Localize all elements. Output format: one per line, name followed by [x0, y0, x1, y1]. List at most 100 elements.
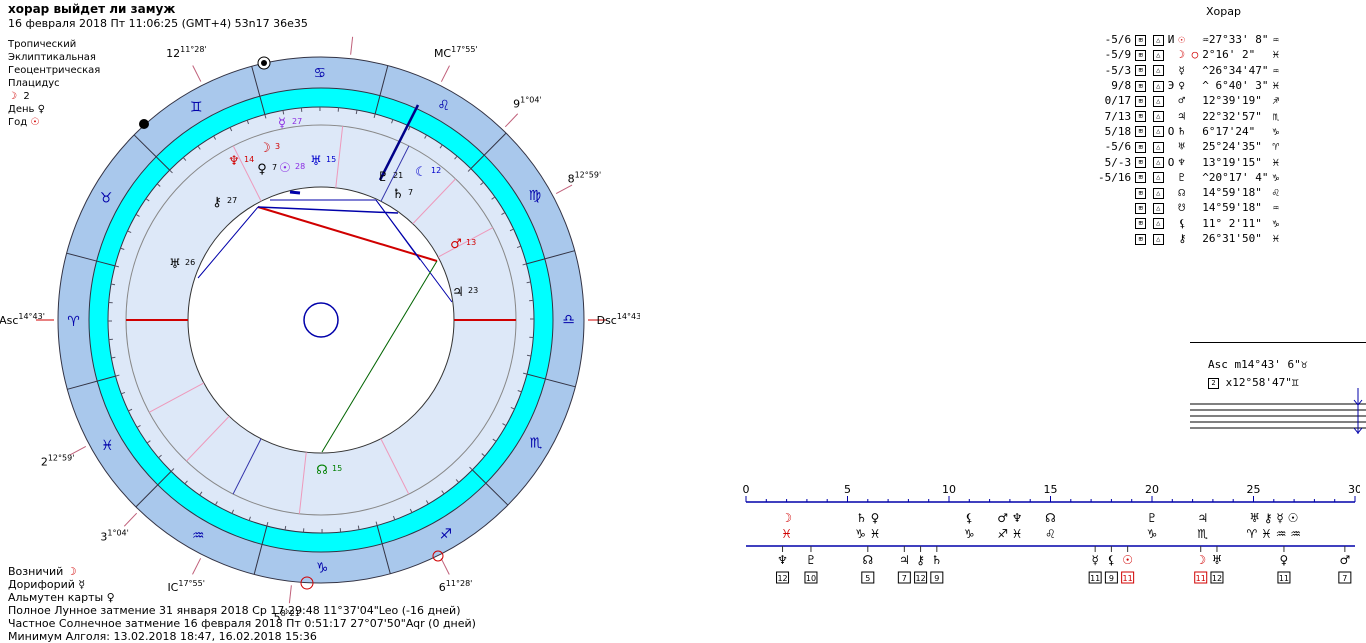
- sign-boundary: [485, 482, 509, 506]
- timeline-tick-label: 5: [844, 483, 851, 496]
- degree-tick: [136, 424, 141, 428]
- sign-boundary: [483, 132, 507, 156]
- timeline-planet: ☿: [1091, 553, 1098, 567]
- sign-glyph: ♒: [1272, 33, 1280, 47]
- aspect-mark: [1166, 185, 1177, 200]
- house-cusp: [412, 178, 456, 225]
- planet-degree: 26: [185, 258, 195, 267]
- sign-boundary: [133, 134, 157, 158]
- cusp-extension: [123, 512, 138, 527]
- house-box: [1338, 571, 1352, 584]
- cusp-name: Dsc: [597, 314, 617, 327]
- aspect-mark: [1166, 216, 1177, 231]
- day-label: День: [8, 104, 35, 115]
- aspect-row: 9/8 ⊞ △ Э ♀ ^ 6°40' 3" ♓: [1096, 78, 1281, 93]
- sign-boundary-inner: [471, 469, 487, 484]
- cusp-extension: [555, 184, 573, 195]
- sign-boundary-inner: [155, 156, 171, 171]
- chart-subtitle: 16 февраля 2018 Пт 11:06:25 (GMT+4) 53n1…: [8, 17, 308, 30]
- planet-glyph: ♅: [310, 154, 322, 169]
- planet-glyph: ♆: [1178, 155, 1185, 169]
- house-box: [776, 571, 790, 584]
- planet-glyph: ☿: [1178, 63, 1185, 77]
- sign-glyph: ♏: [1272, 109, 1280, 123]
- house-number: 7: [902, 574, 907, 583]
- house-box: [897, 571, 911, 584]
- planet-glyph: ♀: [1178, 79, 1185, 93]
- degree-tick: [231, 509, 235, 514]
- aspect-ratio: -5/6: [1104, 140, 1132, 154]
- house-number: 11: [1279, 574, 1289, 583]
- venus-icon: ♀: [106, 591, 115, 604]
- timeline-planet: ⚸: [965, 511, 974, 525]
- aspect-boxes: ⊞ △: [1133, 32, 1166, 47]
- planet-position: 13°19'15": [1202, 155, 1262, 169]
- planet-degree: 27: [292, 117, 302, 126]
- sign-boundary: [135, 484, 159, 508]
- timeline-planet: ♇: [806, 553, 817, 567]
- cusp-degree: 12°59': [575, 170, 602, 179]
- cusp-extension: [288, 585, 292, 604]
- aspect-boxes: ⊞ △: [1133, 47, 1166, 62]
- aspect-row: -5/16 ⊞ △ ♇ ^20°17' 4" ♑: [1096, 170, 1281, 185]
- mc-value: x12°58'47"♊: [1225, 376, 1299, 389]
- planet-position: 25°24'35": [1202, 140, 1262, 154]
- degree-tick: [170, 468, 175, 472]
- degree-tick: [407, 126, 411, 131]
- timeline-sign: ♑: [1147, 527, 1158, 541]
- cusp-name: 3: [100, 530, 107, 543]
- sign-glyph: ♒: [1272, 201, 1280, 215]
- planet-degree: 14: [244, 155, 254, 164]
- cusp-label-5: 58°21': [274, 609, 302, 620]
- degree-tick: [146, 440, 151, 444]
- planet-position: 14°59'18": [1202, 201, 1262, 215]
- house-box: [861, 571, 875, 584]
- degree-tick: [264, 114, 267, 119]
- cusp-extension: [192, 558, 202, 575]
- planet-position: 12°39'19": [1202, 94, 1262, 108]
- degree-tick: [214, 501, 218, 506]
- timeline-planet: ♀: [1280, 553, 1289, 567]
- degree-tick: [248, 516, 251, 521]
- planet-degree: 15: [326, 155, 336, 164]
- timeline-tick-label: 30: [1348, 483, 1360, 496]
- timeline-planet: ♅: [1212, 553, 1223, 567]
- degree-tick: [156, 183, 161, 187]
- aspect-row: -5/6 ⊞ △ ♅ 25°24'35" ♈: [1096, 139, 1281, 154]
- degree-tick: [523, 372, 528, 375]
- planet-position: ^ 6°40' 3": [1202, 79, 1269, 93]
- cusp-degree: 11°28': [180, 45, 207, 54]
- aspect-line: [321, 260, 438, 453]
- footer-almuten: Альмутен карты ♀: [8, 591, 476, 604]
- center-system: Геоцентрическая: [8, 65, 101, 76]
- degree-tick: [467, 168, 472, 172]
- degree-tick: [439, 144, 443, 149]
- aspect-boxes: ⊞ △: [1133, 93, 1166, 108]
- degree-tick: [517, 390, 522, 393]
- house-number: 11: [1196, 574, 1206, 583]
- sign-glyph: ♑: [1272, 124, 1280, 138]
- planet-glyph: ♃: [452, 285, 464, 300]
- cusp-label-Dsc: Dsc14°43': [597, 312, 640, 327]
- planet-degree: 28: [295, 162, 305, 171]
- cusp-degree: 14°43': [617, 312, 640, 321]
- aspect-boxes: ⊞ △: [1133, 185, 1166, 200]
- cusp-degree: 1°04': [520, 96, 541, 105]
- year-label: Год: [8, 117, 28, 128]
- sign-boundary-inner: [259, 96, 266, 115]
- star-marker: [300, 576, 314, 590]
- sign-glyph: ♌: [1272, 186, 1280, 200]
- degree-tick: [169, 169, 173, 174]
- aspect-ratio: -5/9: [1104, 48, 1132, 62]
- aspect-boxes: ⊞ △: [1133, 108, 1166, 123]
- day-ruler: День ♀: [8, 103, 100, 116]
- aspect-mark: [1166, 63, 1177, 78]
- timeline-tick-label: 0: [743, 483, 750, 496]
- aspect-boxes: ⊞ △: [1133, 216, 1166, 231]
- timeline-sign: ♌: [1045, 527, 1056, 541]
- aspect-row: -5/3 ⊞ △ ☿ ^26°34'47" ♒: [1096, 63, 1281, 78]
- zodiac-type: Тропический: [8, 39, 77, 50]
- sign-boundary: [545, 378, 576, 388]
- timeline-planet: ♃: [899, 553, 910, 567]
- cusp-label-8: 812°59': [568, 170, 602, 185]
